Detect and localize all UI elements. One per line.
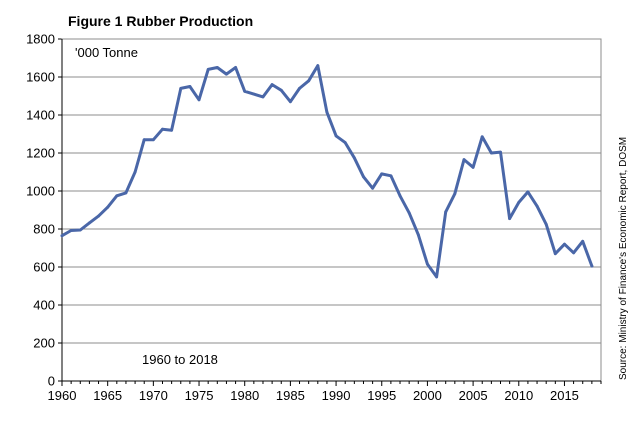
x-tick-label: 2010	[504, 388, 533, 403]
y-tick-label: 1000	[26, 184, 55, 199]
data-point	[243, 89, 247, 93]
data-point	[234, 66, 238, 69]
data-point	[553, 252, 557, 256]
series-line	[60, 64, 594, 279]
tick-labels: 0 200 400 600 800 1000 1200 1400 1600 1800 1960 196…	[26, 32, 579, 404]
data-point	[170, 128, 174, 132]
x-tick-label: 2005	[459, 388, 488, 403]
unit-label: '000 Tonne	[75, 45, 138, 60]
chart-title: Figure 1 Rubber Production	[68, 13, 253, 29]
data-point	[490, 151, 493, 155]
source-note: Source: Ministry of Finance's Economic R…	[618, 137, 629, 380]
data-point	[289, 100, 292, 104]
data-point	[398, 194, 402, 198]
data-point	[581, 239, 585, 243]
data-point	[152, 138, 155, 142]
x-tick-label: 2000	[413, 388, 442, 403]
y-tick-label: 1600	[26, 70, 55, 85]
data-point	[97, 214, 100, 218]
data-point	[215, 66, 219, 69]
data-point	[133, 170, 137, 174]
series-layer	[60, 64, 594, 279]
data-point	[206, 68, 210, 71]
data-point	[371, 186, 374, 190]
data-point	[252, 92, 256, 96]
period-label: 1960 to 2018	[142, 352, 218, 367]
plot-area-border	[61, 38, 602, 382]
data-point	[462, 158, 466, 162]
data-point	[471, 165, 475, 169]
data-point	[60, 234, 64, 238]
data-point	[407, 211, 411, 215]
data-point	[298, 87, 301, 90]
data-point	[453, 192, 457, 196]
data-point	[563, 242, 566, 246]
data-point	[179, 87, 183, 90]
data-point	[307, 79, 311, 83]
data-point	[416, 233, 420, 237]
x-tick-label: 1970	[139, 388, 168, 403]
data-point	[352, 156, 356, 160]
x-tick-label: 1990	[322, 388, 351, 403]
data-point	[426, 262, 429, 266]
y-tick-label: 0	[48, 374, 55, 389]
data-point	[444, 210, 448, 214]
data-point	[106, 205, 110, 209]
data-point	[334, 134, 338, 138]
data-point	[124, 191, 128, 195]
data-point	[115, 194, 119, 198]
data-point	[197, 98, 201, 102]
data-point	[279, 88, 283, 92]
data-point	[325, 110, 329, 114]
x-tick-label: 2015	[550, 388, 579, 403]
y-tick-label: 1800	[26, 32, 55, 47]
data-point	[499, 150, 502, 154]
data-point	[380, 172, 384, 176]
y-tick-label: 400	[33, 298, 55, 313]
data-point	[508, 217, 511, 221]
data-point	[78, 228, 82, 232]
data-point	[362, 175, 365, 179]
x-tick-label: 1980	[230, 388, 259, 403]
data-point	[142, 138, 146, 142]
data-point	[188, 85, 192, 88]
data-point	[526, 190, 530, 194]
y-tick-label: 1400	[26, 108, 55, 123]
data-point	[517, 201, 521, 204]
y-tick-label: 600	[33, 260, 55, 275]
data-point	[480, 135, 484, 139]
x-tick-label: 1995	[367, 388, 396, 403]
data-point	[225, 72, 228, 76]
y-tick-label: 1200	[26, 146, 55, 161]
data-point	[261, 95, 265, 99]
data-point	[535, 204, 539, 208]
gridlines	[62, 38, 601, 344]
x-tick-label: 1975	[185, 388, 214, 403]
y-tick-label: 800	[33, 222, 55, 237]
x-tick-label: 1960	[48, 388, 77, 403]
axes	[58, 38, 602, 386]
y-tick-label: 200	[33, 336, 55, 351]
data-point	[69, 229, 73, 232]
data-point	[316, 64, 320, 67]
data-point	[389, 174, 393, 178]
data-point	[435, 275, 438, 279]
x-tick-label: 1985	[276, 388, 305, 403]
data-point	[88, 221, 91, 225]
data-point	[270, 83, 274, 86]
data-point	[161, 127, 164, 131]
x-tick-label: 1965	[93, 388, 122, 403]
data-point	[590, 264, 594, 268]
data-point	[343, 141, 347, 145]
data-point	[572, 251, 575, 255]
data-point	[544, 222, 548, 226]
